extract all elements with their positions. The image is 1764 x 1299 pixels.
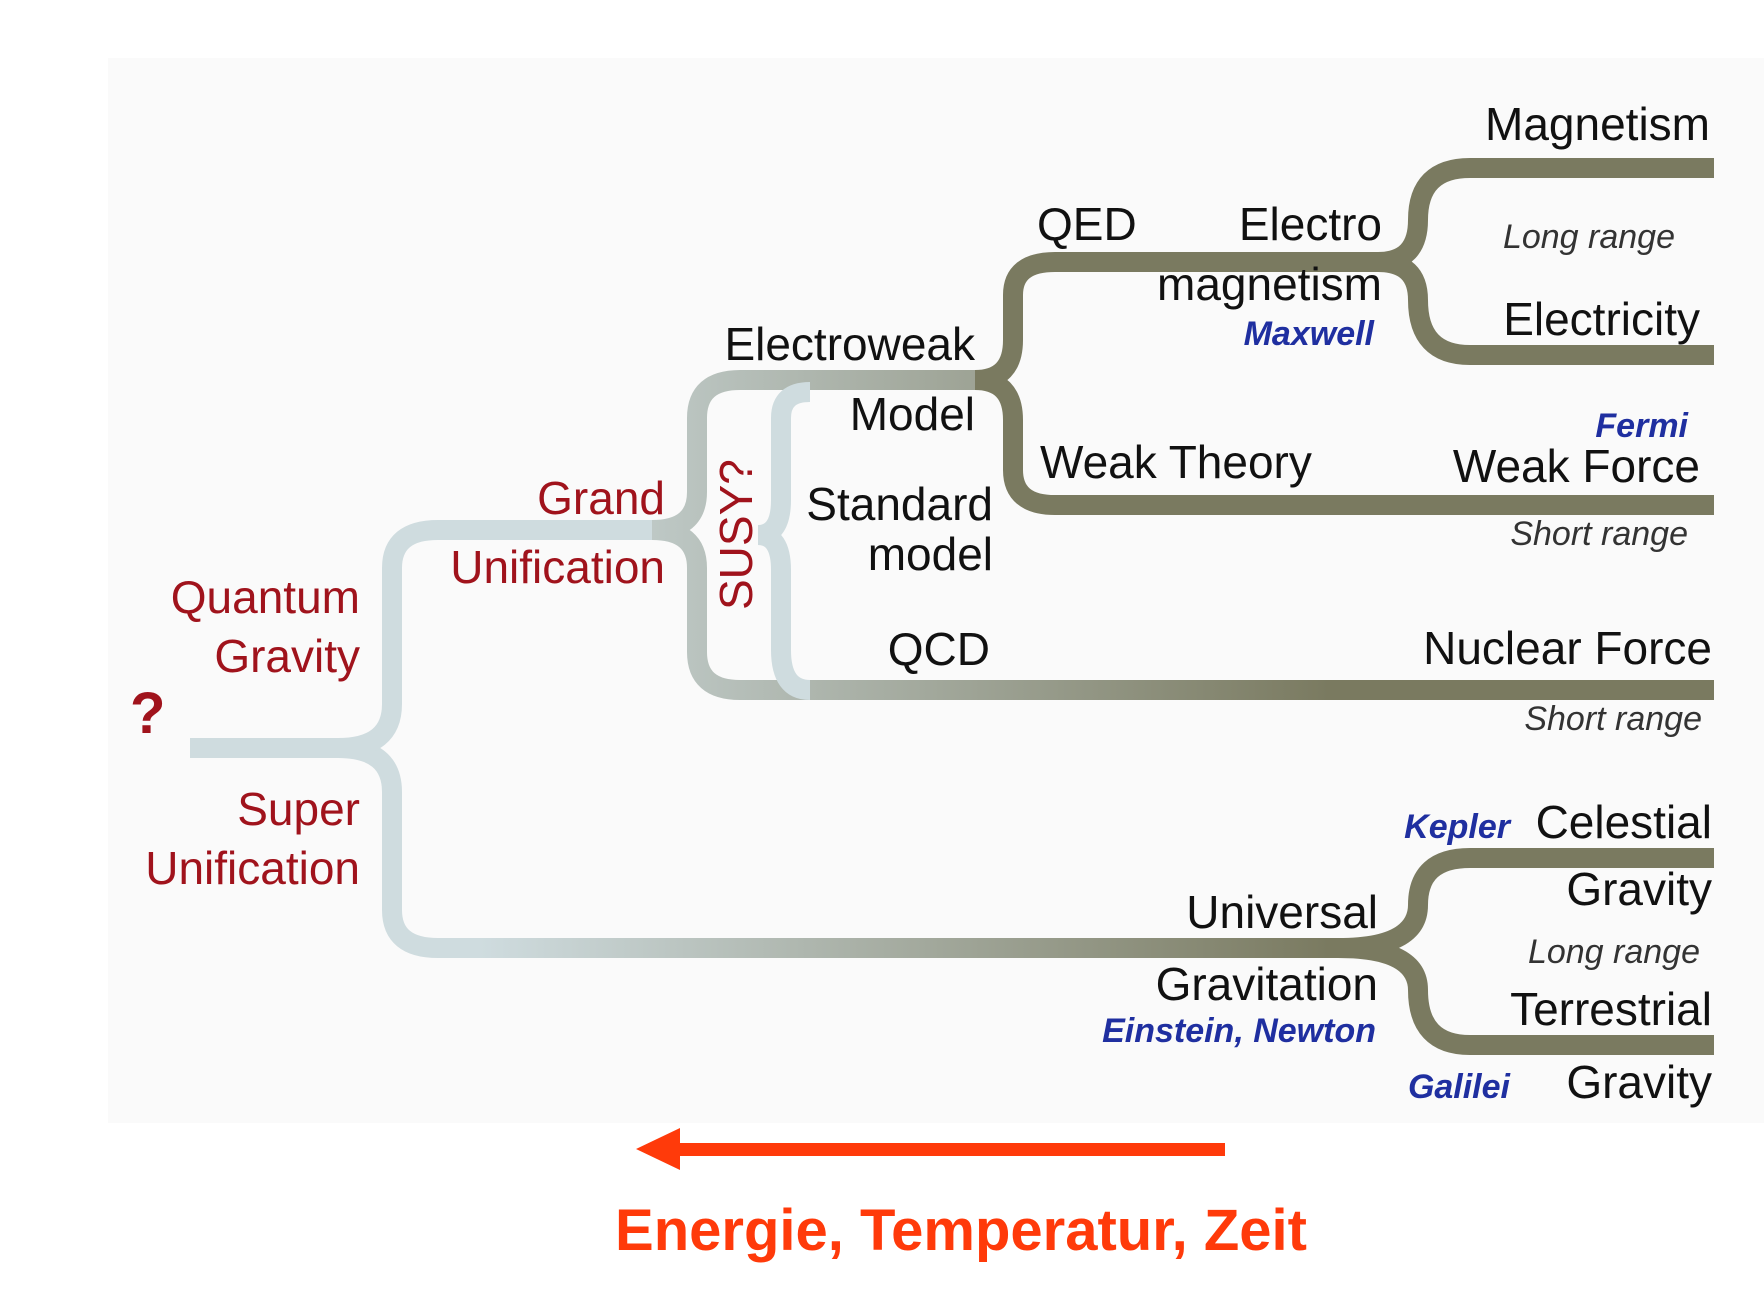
label-weak-theory: Weak Theory — [1040, 436, 1312, 488]
em-to-electricity-branch — [1377, 252, 1714, 365]
label-gravitation: Gravitation — [1156, 958, 1378, 1010]
susy-inner-lower-branch — [757, 525, 811, 700]
label-quantum: Quantum — [171, 571, 360, 623]
arrow-caption: Energie, Temperatur, Zeit — [615, 1198, 1307, 1263]
grand-unification-branch — [337, 520, 652, 758]
label-model: Model — [850, 388, 975, 440]
label-terrestrial: Terrestrial — [1510, 983, 1712, 1035]
label-gravity-terrestrial: Gravity — [1566, 1056, 1712, 1108]
arrow-shaft — [655, 1143, 1225, 1156]
label-short-range-1: Short range — [1510, 515, 1688, 553]
label-long-range-2: Long range — [1528, 933, 1700, 971]
label-maxwell: Maxwell — [1244, 315, 1376, 353]
label-standard-model: model — [868, 528, 993, 580]
gut-lower-branch — [651, 520, 1714, 700]
electroweak-to-weak-branch — [974, 370, 1714, 515]
direction-arrow — [636, 1128, 1225, 1170]
question-mark: ? — [130, 681, 165, 746]
label-super: Super — [237, 783, 360, 835]
label-kepler: Kepler — [1404, 808, 1512, 846]
label-nuclear-force: Nuclear Force — [1423, 622, 1712, 674]
label-quantum-gravity: Gravity — [214, 630, 360, 682]
label-electro-magnetism: magnetism — [1157, 258, 1382, 310]
label-gravity-celestial: Gravity — [1566, 863, 1712, 915]
label-susy: SUSY? — [710, 459, 762, 610]
label-electroweak: Electroweak — [724, 318, 976, 370]
label-electro: Electro — [1239, 198, 1382, 250]
label-magnetism: Magnetism — [1485, 98, 1710, 150]
label-super-unification: Unification — [145, 842, 360, 894]
arrow-head-icon — [636, 1128, 680, 1170]
label-grand: Grand — [537, 472, 665, 524]
label-short-range-2: Short range — [1524, 700, 1702, 738]
label-grand-unification: Unification — [450, 541, 665, 593]
label-galilei: Galilei — [1408, 1068, 1512, 1106]
label-long-range-1: Long range — [1503, 218, 1675, 256]
label-electricity: Electricity — [1503, 293, 1700, 345]
gravitation-to-terrestrial-branch — [1337, 938, 1714, 1055]
label-fermi: Fermi — [1595, 407, 1689, 445]
label-einstein-newton: Einstein, Newton — [1102, 1012, 1376, 1050]
label-standard: Standard — [806, 478, 993, 530]
label-qcd: QCD — [888, 623, 990, 675]
branch-lines — [190, 158, 1714, 1055]
label-celestial: Celestial — [1536, 796, 1712, 848]
label-qed: QED — [1037, 198, 1137, 250]
label-universal: Universal — [1186, 886, 1378, 938]
label-weak-force: Weak Force — [1453, 440, 1700, 492]
